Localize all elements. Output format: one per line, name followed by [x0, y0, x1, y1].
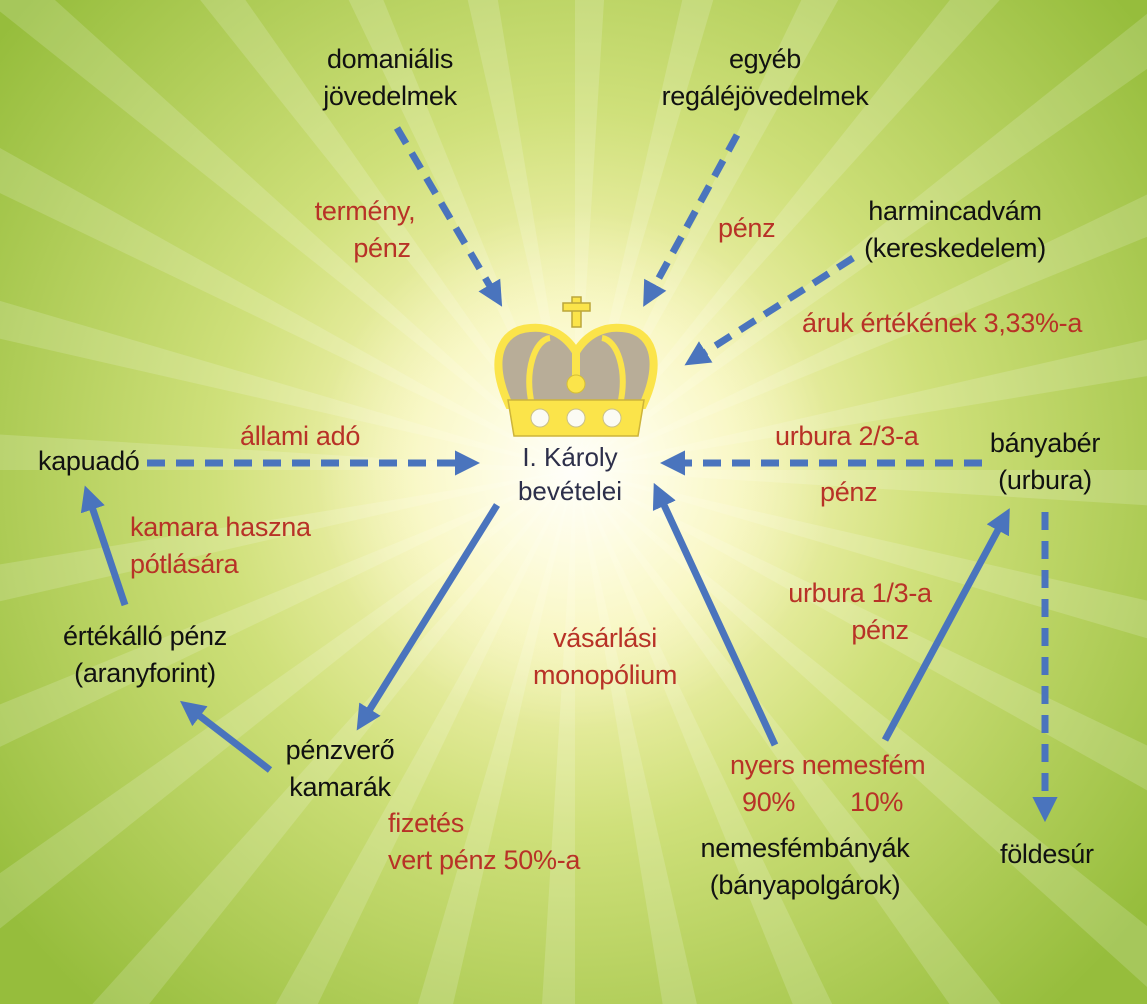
node-nemesfem: nemesfémbányák (bányapolgárok): [695, 830, 915, 904]
flow-termeny: termény, pénz: [300, 193, 430, 267]
flow-kamara-line1: kamara haszna: [130, 512, 311, 542]
arrow-center-to-penzvero: [356, 503, 500, 731]
flow-fizetes-line2: vert pénz 50%-a: [388, 845, 581, 875]
node-harmincad: harmincadvám (kereskedelem): [855, 193, 1055, 267]
node-harmincad-line1: harmincadvám: [868, 196, 1042, 226]
node-penzvero-line2: kamarák: [289, 772, 391, 802]
node-egyeb-line1: egyéb: [728, 44, 802, 74]
node-harmincad-line2: (kereskedelem): [864, 233, 1046, 263]
arrow-domanialis-to-center: [393, 126, 503, 307]
flow-urbura-23: urbura 2/3-a: [775, 421, 919, 451]
flow-fizetes-line1: fizetés: [388, 808, 464, 838]
center-title-line2: bevételei: [517, 476, 623, 506]
flow-kamara: kamara haszna pótlására: [130, 509, 311, 583]
node-penzvero: pénzverő kamarák: [275, 732, 405, 806]
arrow-nemesfem-to-center: [652, 482, 779, 747]
node-nemesfem-line1: nemesfémbányák: [700, 833, 910, 863]
flow-egyeb-penz: pénz: [718, 213, 776, 243]
flow-termeny-line1: termény,: [314, 196, 416, 226]
node-penzvero-line1: pénzverő: [285, 735, 395, 765]
flow-vasarlasi: vásárlási monopólium: [510, 620, 700, 694]
node-banyaber-line2: (urbura): [998, 465, 1092, 495]
flow-fizetes: fizetés vert pénz 50%-a: [388, 805, 580, 879]
center-title: I. Károly bevételei: [470, 440, 670, 508]
arrow-harmincad-to-center: [684, 255, 855, 366]
flow-urbura-13-penz: pénz: [851, 615, 909, 645]
flow-urbura-13-line1: urbura 1/3-a: [788, 578, 932, 608]
node-ertekallo-line2: (aranyforint): [74, 658, 216, 688]
flow-aruk: áruk értékének 3,33%-a: [802, 308, 1083, 338]
flow-vasarlasi-line2: monopólium: [532, 660, 678, 690]
node-domanialis-line2: jövedelmek: [323, 81, 457, 111]
flow-termeny-line2: pénz: [353, 233, 411, 263]
node-ertekallo-line1: értékálló pénz: [63, 621, 227, 651]
flow-urbura-13: urbura 1/3-a pénz: [770, 575, 950, 649]
arrow-nemesfem-to-banyaber: [881, 508, 1010, 742]
center-title-line1: I. Károly: [522, 442, 618, 472]
arrow-egyeb-to-center: [643, 133, 741, 307]
flow-pct90: 90%: [742, 787, 796, 817]
node-egyeb: egyéb regáléjövedelmek: [650, 41, 880, 115]
node-domanialis: domaniális jövedelmek: [315, 41, 465, 115]
node-banyaber-line1: bányabér: [989, 428, 1101, 458]
crown-icon: [494, 296, 658, 437]
node-banyaber: bányabér (urbura): [980, 425, 1110, 499]
node-egyeb-line2: regáléjövedelmek: [661, 81, 869, 111]
node-nemesfem-line2: (bányapolgárok): [709, 870, 901, 900]
flow-pct10: 10%: [850, 787, 904, 817]
node-kapuado: kapuadó: [38, 446, 140, 476]
flow-nyers: nyers nemesfém: [730, 750, 926, 780]
flow-allami-ado: állami adó: [240, 421, 361, 451]
node-ertekallo: értékálló pénz (aranyforint): [40, 618, 250, 692]
node-foldesur: földesúr: [1000, 839, 1094, 869]
flow-urbura-23-penz: pénz: [820, 477, 878, 507]
arrow-ertekallo-to-kapuado: [80, 485, 129, 607]
flow-vasarlasi-line1: vásárlási: [553, 623, 657, 653]
node-domanialis-line1: domaniális: [326, 44, 454, 74]
flow-kamara-line2: pótlására: [130, 549, 239, 579]
arrow-penzvero-to-ertekallo: [180, 700, 273, 773]
